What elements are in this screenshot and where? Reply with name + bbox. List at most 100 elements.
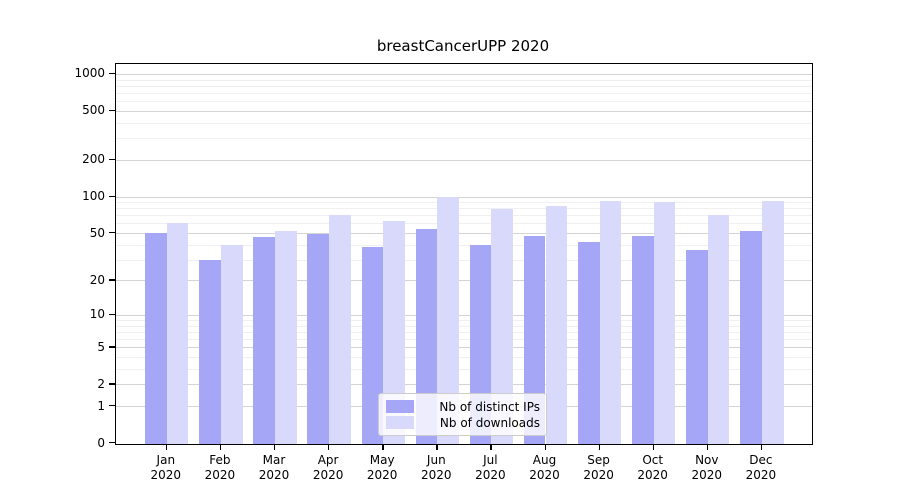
y-tick-label-200: 200 <box>82 152 105 167</box>
x-tick-year: 2020 <box>745 468 777 482</box>
y-tick-100 <box>109 195 115 197</box>
x-tick-dec <box>760 444 763 451</box>
gridline-70 <box>116 215 812 217</box>
x-tick-apr <box>328 444 330 451</box>
y-tick-label-100: 100 <box>82 189 105 203</box>
x-tick-month: Sep <box>587 453 610 467</box>
y-tick-2 <box>109 383 115 385</box>
x-tick-jun <box>436 444 438 451</box>
gridline-4 <box>116 357 812 358</box>
y-tick-label-1: 1 <box>97 398 105 413</box>
x-tick-month: Dec <box>749 453 773 467</box>
x-tick-year: 2020 <box>529 468 560 482</box>
bar-downloads-sep <box>599 200 622 444</box>
x-tick-label-mar: Mar 2020 <box>247 453 301 483</box>
x-tick-year: 2020 <box>691 468 723 482</box>
gridline-900 <box>116 79 812 81</box>
legend-swatch-downloads <box>386 416 414 429</box>
gridline-10 <box>116 314 812 316</box>
x-tick-sep <box>598 444 600 451</box>
bar-downloads-mar <box>275 230 297 444</box>
x-tick-label-apr: Apr 2020 <box>301 453 355 483</box>
x-tick-jul <box>490 444 492 451</box>
gridline-700 <box>116 93 812 94</box>
gridline-30 <box>116 259 812 261</box>
x-tick-year: 2020 <box>637 468 668 482</box>
bar-ips-dec <box>740 230 762 444</box>
bar-ips-oct <box>632 236 654 444</box>
bar-ips-nov <box>686 250 708 444</box>
x-tick-label-may: May 2020 <box>355 453 409 483</box>
gridline-500 <box>116 110 812 112</box>
x-tick-oct <box>652 444 655 451</box>
x-tick-label-feb: Feb 2020 <box>193 453 247 483</box>
x-tick-label-aug: Aug 2020 <box>518 453 572 483</box>
x-tick-year: 2020 <box>312 468 344 482</box>
bar-downloads-oct <box>653 201 676 444</box>
gridline-7 <box>116 331 812 333</box>
y-tick-500 <box>109 109 115 112</box>
x-tick-aug <box>544 444 546 451</box>
x-tick-year: 2020 <box>475 468 506 482</box>
bar-downloads-nov <box>707 215 730 444</box>
bar-downloads-may <box>383 220 405 444</box>
x-tick-may <box>382 444 384 451</box>
y-tick-label-2: 2 <box>97 376 105 391</box>
bar-ips-sep <box>577 242 600 444</box>
x-tick-month: Jan <box>156 453 176 467</box>
x-tick-year: 2020 <box>150 468 182 482</box>
bar-downloads-dec <box>761 200 784 444</box>
legend-label-downloads: Nb of downloads <box>439 415 540 430</box>
x-tick-month: Jun <box>426 453 446 467</box>
x-tick-month: Mar <box>262 453 286 467</box>
x-tick-month: May <box>369 453 395 467</box>
x-tick-label-dec: Dec 2020 <box>734 453 788 483</box>
gridline-8 <box>116 325 812 327</box>
bar-ips-aug <box>523 236 546 444</box>
gridline-5 <box>116 347 812 349</box>
y-tick-label-5: 5 <box>97 339 105 354</box>
x-tick-month: Nov <box>695 453 719 467</box>
y-tick-label-20: 20 <box>89 272 105 287</box>
y-tick-label-0: 0 <box>97 435 105 450</box>
x-tick-feb <box>219 444 222 451</box>
x-tick-label-oct: Oct 2020 <box>626 453 680 483</box>
bar-ips-may <box>361 247 384 444</box>
gridline-100 <box>116 196 812 198</box>
legend-item-downloads: Nb of downloads <box>386 416 540 430</box>
x-tick-month: Jul <box>483 453 498 467</box>
x-tick-year: 2020 <box>583 468 614 482</box>
gridline-400 <box>116 122 812 124</box>
x-tick-year: 2020 <box>366 468 398 482</box>
x-tick-month: Apr <box>317 453 339 467</box>
x-tick-month: Aug <box>532 453 557 467</box>
y-tick-0 <box>109 442 115 444</box>
gridline-20 <box>116 280 812 282</box>
bar-ips-apr <box>307 234 330 444</box>
x-tick-label-jul: Jul 2020 <box>463 453 517 483</box>
legend: Nb of distinct IPs Nb of downloads <box>378 393 547 436</box>
gridline-90 <box>116 202 812 203</box>
bar-downloads-jan <box>166 223 189 444</box>
gridline-1000 <box>116 73 812 75</box>
gridline-6 <box>116 339 812 341</box>
y-tick-10 <box>109 313 115 316</box>
x-tick-month: Oct <box>642 453 664 467</box>
y-tick-50 <box>109 232 115 234</box>
x-tick-nov <box>706 444 709 451</box>
x-tick-label-jan: Jan 2020 <box>139 453 193 483</box>
bar-downloads-jul <box>491 208 514 444</box>
x-tick-jan <box>165 444 168 451</box>
legend-label-distinct-ips: Nb of distinct IPs <box>439 399 540 414</box>
x-tick-label-sep: Sep 2020 <box>572 453 626 483</box>
bar-downloads-feb <box>220 244 243 444</box>
y-tick-1000 <box>109 72 115 75</box>
x-tick-label-jun: Jun 2020 <box>409 453 463 483</box>
x-tick-year: 2020 <box>421 468 452 482</box>
x-tick-year: 2020 <box>204 468 236 482</box>
bar-ips-jan <box>145 233 167 444</box>
gridline-2 <box>116 384 812 386</box>
gridline-3 <box>116 368 812 370</box>
bar-downloads-apr <box>329 215 351 444</box>
